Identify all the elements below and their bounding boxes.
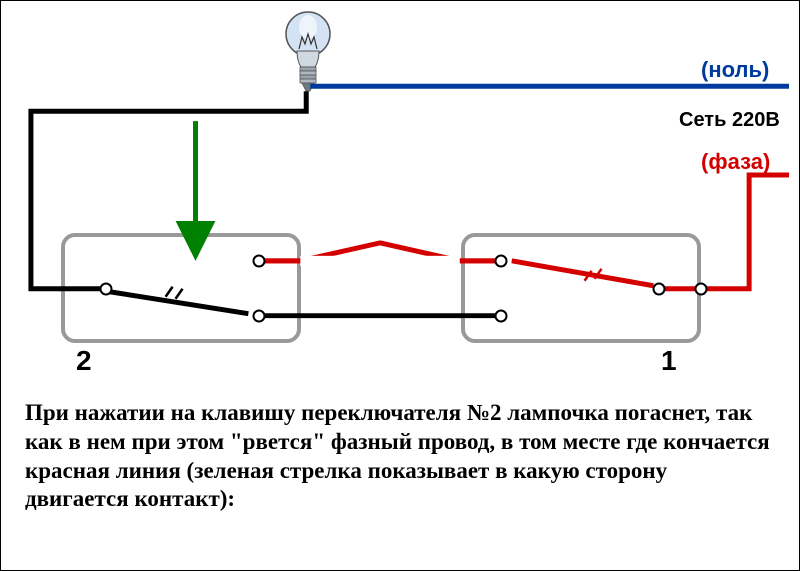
switch-2-number: 2 <box>76 345 92 377</box>
switch1-entry-terminal <box>695 283 708 296</box>
switch-1-number: 1 <box>661 345 677 377</box>
switch1-bottom-terminal <box>495 310 508 323</box>
mains-label: Сеть 220В <box>679 109 780 132</box>
lightbulb <box>283 9 333 99</box>
switch-2-box <box>61 233 301 343</box>
switch2-top-terminal <box>253 255 266 268</box>
neutral-label: (ноль) <box>701 57 769 83</box>
switch1-common-terminal <box>653 283 666 296</box>
circuit-diagram: (ноль) Сеть 220В (фаза) 1 2 <box>1 1 799 381</box>
switch2-bottom-terminal <box>253 310 266 323</box>
switch1-top-terminal <box>495 255 508 268</box>
caption-text: При нажатии на клавишу переключателя №2 … <box>1 381 799 532</box>
switch2-common-terminal <box>100 283 113 296</box>
phase-label: (фаза) <box>701 149 770 175</box>
